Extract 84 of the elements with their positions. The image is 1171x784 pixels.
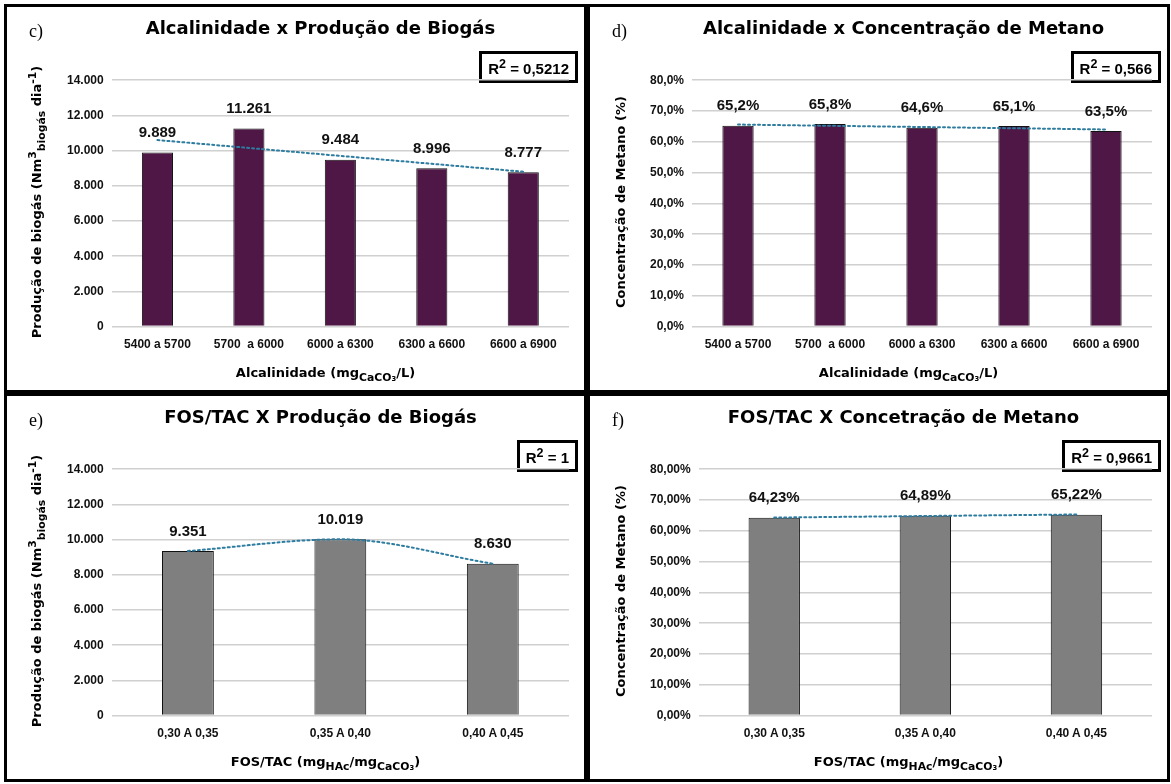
- data-label: 9.351: [169, 521, 207, 539]
- y-tick-label: 80,00%: [650, 461, 692, 476]
- x-tick-label: 0,40 A 0,45: [1045, 726, 1108, 741]
- x-tick-label: 6600 a 6900: [489, 337, 557, 352]
- data-label: 8.996: [413, 138, 451, 156]
- data-label: 8.630: [474, 534, 512, 552]
- y-tick-label: 50,0%: [649, 164, 685, 179]
- data-label: 9.484: [321, 130, 360, 148]
- y-tick-label: 0,0%: [656, 318, 685, 333]
- data-label: 64,6%: [900, 98, 944, 116]
- y-tick-label: 50,00%: [650, 553, 692, 568]
- text: e): [29, 410, 43, 431]
- text: R$^{2}$ = 0,5212: [479, 51, 578, 83]
- y-tick-label: 60,00%: [650, 523, 692, 538]
- x-tick-label: 0,35 A 0,40: [894, 726, 957, 741]
- y-tick-label: 20,00%: [650, 646, 692, 661]
- x-tick-label: 5400 a 5700: [124, 337, 192, 352]
- y-tick-label: 40,00%: [650, 584, 692, 599]
- y-tick-label: 70,0%: [649, 103, 685, 118]
- data-label: 10.019: [317, 509, 364, 527]
- chart-title: Alcalinidade x Produção de Biogás: [144, 17, 497, 38]
- x-tick-label: 6000 a 6300: [306, 337, 375, 352]
- y-tick-label: 14.000: [67, 72, 105, 87]
- x-tick-label: 6000 a 6300: [888, 337, 956, 352]
- y-tick-label: 30,0%: [649, 226, 685, 241]
- y-tick-label: 80,0%: [649, 72, 685, 87]
- y-tick-label: 0,00%: [656, 707, 692, 722]
- text: R$^{2}$ = 1: [516, 440, 578, 472]
- data-label: 9.889: [138, 123, 177, 141]
- text: c): [29, 21, 43, 42]
- data-label: 65,22%: [1051, 485, 1102, 503]
- y-tick-label: 10,0%: [649, 288, 685, 303]
- y-axis-title: Concentração de Metano (%): [612, 484, 628, 699]
- y-tick-label: 14.000: [67, 461, 105, 476]
- x-tick-label: 6600 a 6900: [1072, 337, 1140, 352]
- data-label: 64,23%: [748, 488, 800, 506]
- x-tick-label: 5700 a 6000: [213, 337, 285, 352]
- y-tick-label: 40,0%: [649, 195, 685, 210]
- x-tick-label: 0,30 A 0,35: [157, 726, 219, 741]
- x-tick-label: 0,35 A 0,40: [309, 726, 372, 741]
- data-label: 64,89%: [899, 486, 951, 504]
- chart-title: FOS/TAC X Concetração de Metano: [726, 406, 1081, 427]
- y-tick-label: 20,0%: [649, 257, 685, 272]
- y-axis-title: Concentração de Metano (%): [612, 95, 628, 310]
- y-tick-label: 30,00%: [650, 615, 692, 630]
- text: d): [612, 21, 627, 42]
- y-tick-label: 4.000: [73, 248, 105, 263]
- text: R$^{2}$ = 0,566: [1070, 51, 1161, 83]
- x-tick-label: 6300 a 6600: [398, 337, 466, 352]
- y-tick-label: 10.000: [67, 142, 105, 157]
- x-axis-title: Alcalinidade (mg$_{CaCO₃}$/L): [817, 365, 1000, 384]
- data-label: 65,1%: [992, 96, 1036, 114]
- y-tick-label: 2.000: [73, 672, 105, 687]
- data-label: 65,2%: [716, 96, 760, 114]
- y-tick-label: 10.000: [67, 531, 105, 546]
- y-tick-label: 6.000: [73, 602, 105, 617]
- text: R$^{2}$ = 0,9661: [1062, 440, 1161, 472]
- y-tick-label: 0: [97, 318, 105, 333]
- text: f): [612, 410, 624, 431]
- data-label: 8.777: [504, 142, 543, 160]
- y-tick-label: 70,00%: [650, 492, 692, 507]
- x-axis-title: FOS/TAC (mg$_{HAc}$/mg$_{CaCO₃}$): [812, 754, 1005, 773]
- data-label: 11.261: [226, 99, 272, 117]
- y-tick-label: 2.000: [73, 283, 105, 298]
- x-tick-label: 5400 a 5700: [704, 337, 772, 352]
- y-tick-label: 60,0%: [649, 134, 685, 149]
- x-tick-label: 0,30 A 0,35: [743, 726, 806, 741]
- y-tick-label: 10,00%: [650, 677, 692, 692]
- y-tick-label: 8.000: [73, 178, 105, 193]
- y-tick-label: 12.000: [67, 496, 105, 511]
- chart-title: FOS/TAC X Produção de Biogás: [163, 406, 478, 427]
- y-tick-label: 6.000: [73, 213, 105, 228]
- y-tick-label: 8.000: [73, 567, 105, 582]
- x-tick-label: 0,40 A 0,45: [462, 726, 524, 741]
- data-label: 63,5%: [1084, 101, 1128, 119]
- chart-title: Alcalinidade x Concentração de Metano: [701, 17, 1106, 38]
- x-tick-label: 6300 a 6600: [980, 337, 1048, 352]
- x-axis-title: FOS/TAC (mg$_{HAc}$/mg$_{CaCO₃}$): [229, 754, 422, 773]
- y-tick-label: 12.000: [67, 107, 105, 122]
- x-tick-label: 5700 a 6000: [794, 337, 866, 352]
- data-label: 65,8%: [808, 94, 852, 112]
- x-axis-title: Alcalinidade (mg$_{CaCO₃}$/L): [234, 365, 417, 384]
- y-tick-label: 0: [97, 707, 105, 722]
- y-tick-label: 4.000: [73, 637, 105, 652]
